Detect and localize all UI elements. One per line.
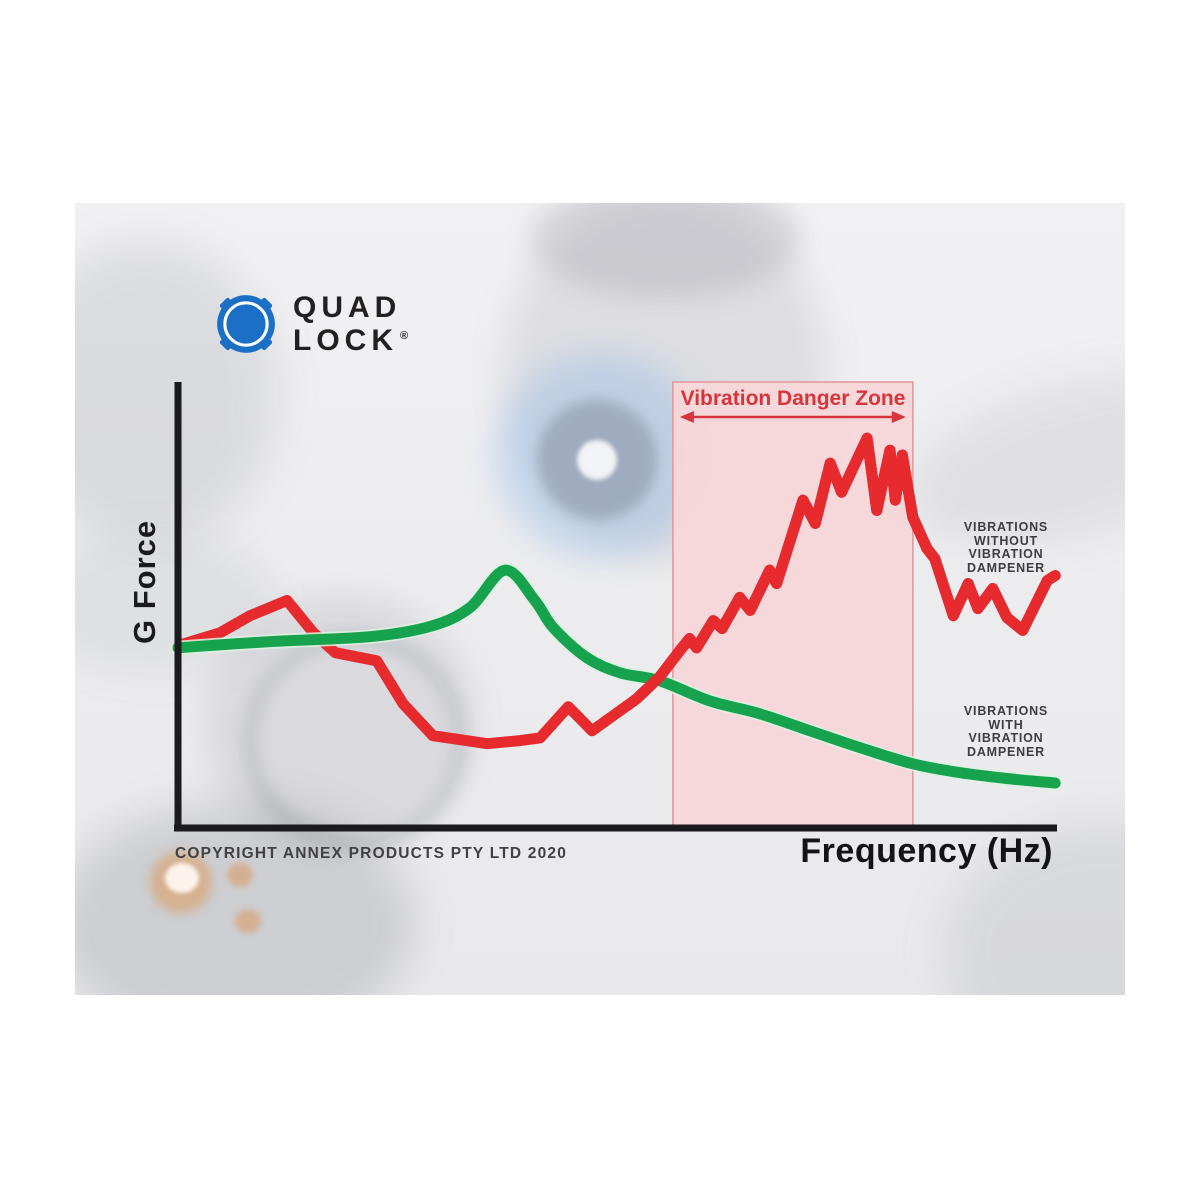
arrowhead-right <box>891 411 906 423</box>
legend-without-dampener: VIBRATIONS WITHOUT VIBRATION DAMPENER <box>963 520 1049 575</box>
chart-axes <box>174 382 1057 832</box>
logo-word-quad: QUAD <box>293 291 402 324</box>
bg-shape <box>227 863 253 887</box>
series-with-dampener-line <box>172 564 1061 789</box>
series-without-dampener-line-top <box>630 432 1061 711</box>
bg-shape <box>530 203 800 298</box>
bg-shape-triple-clamp <box>75 803 415 995</box>
danger-zone-region <box>672 381 914 829</box>
legend-with-dampener: VIBRATIONS WITH VIBRATION DAMPENER <box>963 704 1049 759</box>
logo-word-lock: LOCK ® <box>293 324 409 357</box>
copyright-text: COPYRIGHT ANNEX PRODUCTS PTY LTD 2020 <box>175 845 568 862</box>
danger-zone-title: Vibration Danger Zone <box>680 387 906 410</box>
quad-lock-wordmark: QUAD LOCK ® <box>293 291 409 357</box>
y-axis-title: G Force <box>127 519 162 644</box>
bg-shape <box>165 863 199 893</box>
arrowhead-left <box>679 411 694 423</box>
quad-lock-mount-icon <box>217 295 275 353</box>
registered-trademark-symbol: ® <box>400 330 409 342</box>
infographic-card: QUAD LOCK ® G Force Frequency (Hz) Vibrat… <box>75 203 1125 995</box>
bg-shape <box>235 909 261 933</box>
bg-shape <box>577 440 617 480</box>
background-photo-motorcycle <box>75 203 1125 995</box>
quad-lock-logo: QUAD LOCK ® <box>213 291 408 357</box>
x-axis-title: Frequency (Hz) <box>800 832 1053 870</box>
series-without-dampener-line <box>172 432 1061 750</box>
vibration-chart <box>170 381 1063 832</box>
